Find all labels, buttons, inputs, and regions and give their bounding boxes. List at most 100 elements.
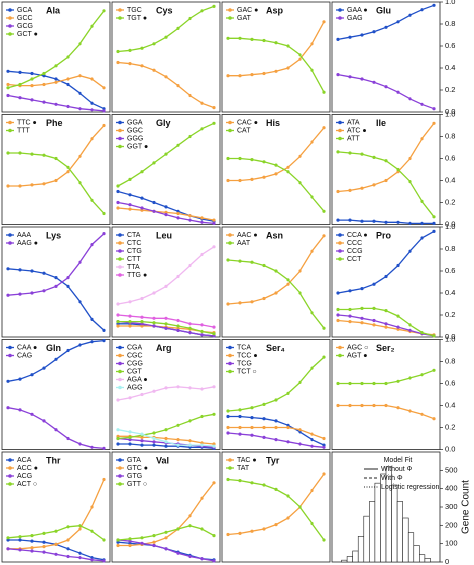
- data-point: [250, 406, 254, 410]
- data-point: [310, 68, 314, 72]
- data-point: [408, 376, 412, 380]
- data-point: [188, 443, 192, 447]
- series-line: [338, 404, 435, 420]
- legend-label: TTC ●: [17, 119, 37, 126]
- legend-dot: [8, 16, 12, 20]
- panel-title: Arg: [156, 343, 172, 353]
- legend-label: CAG: [17, 352, 32, 359]
- legend-label: GAG: [347, 15, 363, 22]
- legend-dot: [228, 353, 232, 358]
- data-point: [432, 215, 436, 219]
- histogram-bar: [413, 545, 420, 563]
- data-point: [238, 74, 242, 78]
- data-point: [274, 425, 278, 430]
- legend-label: ATT: [347, 135, 360, 142]
- data-point: [212, 442, 216, 446]
- data-point: [336, 218, 340, 222]
- legend-dot: [338, 345, 342, 350]
- data-point: [310, 195, 314, 199]
- data-point: [164, 436, 168, 441]
- data-point: [140, 206, 144, 210]
- legend-label: GGG: [127, 135, 143, 142]
- data-point: [420, 137, 424, 141]
- legend-label: ATA: [347, 119, 360, 126]
- data-point: [6, 151, 10, 155]
- data-point: [188, 326, 192, 330]
- data-point: [188, 263, 192, 268]
- data-point: [336, 307, 340, 312]
- data-point: [176, 438, 180, 442]
- data-point: [372, 306, 376, 310]
- data-point: [274, 523, 278, 527]
- legend-label: GGC: [127, 127, 143, 134]
- data-point: [348, 403, 352, 408]
- data-point: [212, 534, 216, 538]
- data-point: [336, 37, 340, 42]
- panel-title: Asn: [266, 230, 283, 240]
- data-point: [140, 64, 144, 68]
- data-point: [6, 538, 10, 542]
- data-point: [102, 211, 106, 216]
- data-point: [128, 324, 132, 328]
- histogram-bar: [357, 536, 365, 563]
- data-point: [102, 9, 106, 13]
- data-point: [164, 210, 168, 214]
- data-point: [78, 260, 82, 264]
- data-point: [336, 150, 340, 154]
- data-point: [140, 170, 144, 174]
- y-tick-label: 0.8: [445, 19, 455, 28]
- data-point: [262, 527, 266, 531]
- data-point: [212, 245, 216, 249]
- data-point: [176, 274, 180, 279]
- data-point: [322, 234, 326, 238]
- data-point: [432, 121, 436, 125]
- data-point: [226, 532, 230, 537]
- legend-dot: [228, 466, 232, 470]
- data-point: [200, 323, 204, 327]
- legend-dot: [338, 136, 342, 141]
- data-point: [274, 438, 278, 442]
- data-point: [116, 538, 120, 542]
- data-point: [176, 527, 180, 531]
- data-point: [274, 291, 278, 295]
- data-point: [262, 402, 266, 406]
- data-point: [6, 406, 10, 410]
- legend-dot: [228, 361, 232, 366]
- data-point: [200, 496, 204, 500]
- data-point: [274, 172, 278, 176]
- legend-label: GTT ○: [127, 481, 147, 488]
- data-point: [140, 439, 144, 443]
- data-point: [322, 355, 326, 359]
- legend-dot: [228, 458, 232, 462]
- panel-frame: [111, 339, 221, 450]
- data-point: [298, 380, 302, 384]
- legend-dot: [118, 345, 122, 350]
- legend-label: GGA: [127, 119, 143, 126]
- panel-frame: [111, 226, 221, 338]
- histogram-bar: [341, 559, 348, 563]
- data-point: [176, 443, 180, 447]
- data-point: [66, 82, 70, 87]
- data-point: [408, 97, 412, 101]
- data-point: [78, 527, 82, 531]
- data-point: [140, 315, 144, 319]
- legend-dot: [118, 353, 122, 358]
- data-point: [140, 196, 144, 200]
- data-point: [78, 107, 82, 111]
- data-point: [102, 559, 106, 563]
- data-point: [176, 216, 180, 220]
- data-point: [90, 77, 94, 81]
- data-point: [128, 62, 132, 66]
- data-point: [30, 71, 34, 76]
- data-point: [176, 209, 180, 213]
- data-point: [396, 325, 400, 329]
- legend-dot: [118, 241, 122, 245]
- data-point: [66, 554, 70, 559]
- panel-title: Phe: [46, 118, 63, 128]
- legend-label: TTG ●: [127, 272, 147, 279]
- data-point: [310, 488, 314, 493]
- data-point: [164, 316, 168, 320]
- data-point: [102, 328, 106, 332]
- data-point: [18, 408, 22, 412]
- data-point: [152, 440, 156, 444]
